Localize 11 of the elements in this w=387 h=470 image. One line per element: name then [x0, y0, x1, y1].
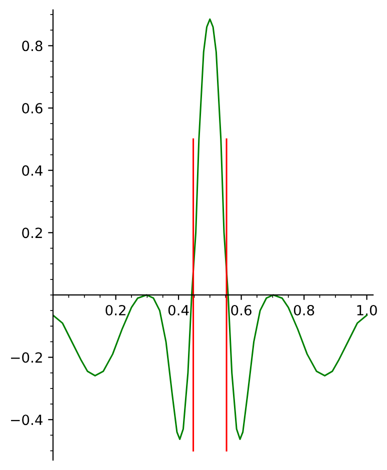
x-tick-label: 0.8	[294, 304, 314, 316]
x-tick-label: 1.0	[357, 304, 377, 316]
y-tick-label: −0.2	[11, 352, 42, 363]
y-tick-label: 0.2	[22, 228, 42, 238]
y-tick-label: 0.6	[22, 102, 42, 114]
x-tick-label: 0.2	[106, 304, 126, 316]
y-tick-label: −0.4	[11, 414, 43, 426]
x-tick-label: 0.6	[231, 304, 252, 316]
y-tick-label: 0.4	[22, 165, 43, 176]
x-tick-label: 0.4	[168, 304, 189, 316]
y-tick-label: 0.8	[22, 40, 42, 52]
